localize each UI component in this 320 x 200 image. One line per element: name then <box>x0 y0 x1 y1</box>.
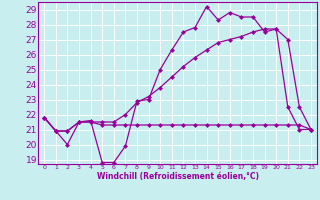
X-axis label: Windchill (Refroidissement éolien,°C): Windchill (Refroidissement éolien,°C) <box>97 172 259 181</box>
